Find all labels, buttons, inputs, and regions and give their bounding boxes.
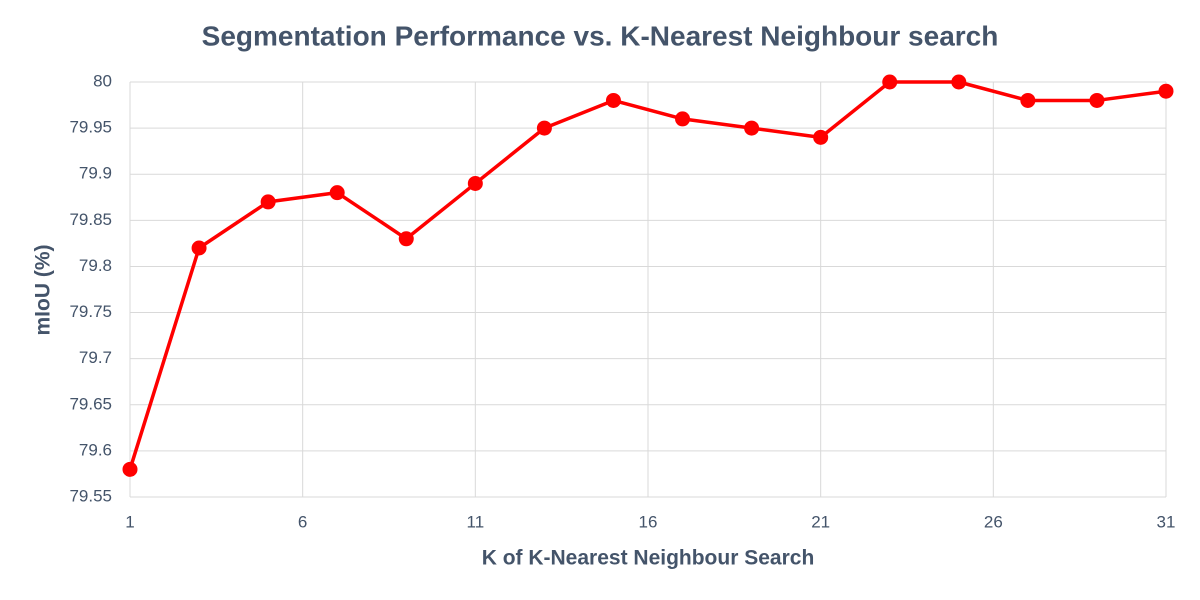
y-tick-label: 79.55 [69, 486, 112, 505]
y-tick-label: 79.9 [79, 164, 112, 183]
data-line [128, 80, 1167, 470]
data-point [1089, 92, 1105, 108]
x-axis-label: K of K-Nearest Neighbour Search [482, 547, 815, 570]
y-tick-label: 79.75 [69, 302, 112, 321]
chart-title: Segmentation Performance vs. K-Nearest N… [202, 20, 999, 51]
data-point [1158, 83, 1174, 99]
data-point [1020, 92, 1036, 108]
data-point [605, 92, 621, 108]
y-tick-label: 79.95 [69, 118, 112, 137]
data-point [675, 111, 691, 127]
data-point [813, 129, 829, 145]
y-axis-label: mIoU (%) [32, 245, 55, 336]
x-tick-label: 16 [639, 512, 658, 531]
data-point [398, 231, 414, 247]
y-tick-label: 79.6 [79, 440, 112, 459]
data-point [329, 185, 345, 201]
data-point [951, 74, 967, 90]
y-tick-label: 79.65 [69, 394, 112, 413]
x-tick-label: 1 [125, 512, 134, 531]
y-tick-label: 79.7 [79, 348, 112, 367]
data-point [191, 240, 207, 256]
y-tick-label: 79.85 [69, 210, 112, 229]
y-tick-label: 79.8 [79, 256, 112, 275]
x-tick-label: 31 [1157, 512, 1176, 531]
data-point [536, 120, 552, 136]
x-tick-label: 6 [298, 512, 307, 531]
data-point [122, 461, 138, 477]
x-tick-label: 11 [467, 512, 485, 531]
data-point [882, 74, 898, 90]
data-point [260, 194, 276, 210]
data-point [467, 175, 483, 191]
x-tick-label: 26 [984, 512, 1003, 531]
data-point [744, 120, 760, 136]
x-tick-label: 21 [811, 512, 830, 531]
y-tick-label: 80 [93, 71, 112, 90]
